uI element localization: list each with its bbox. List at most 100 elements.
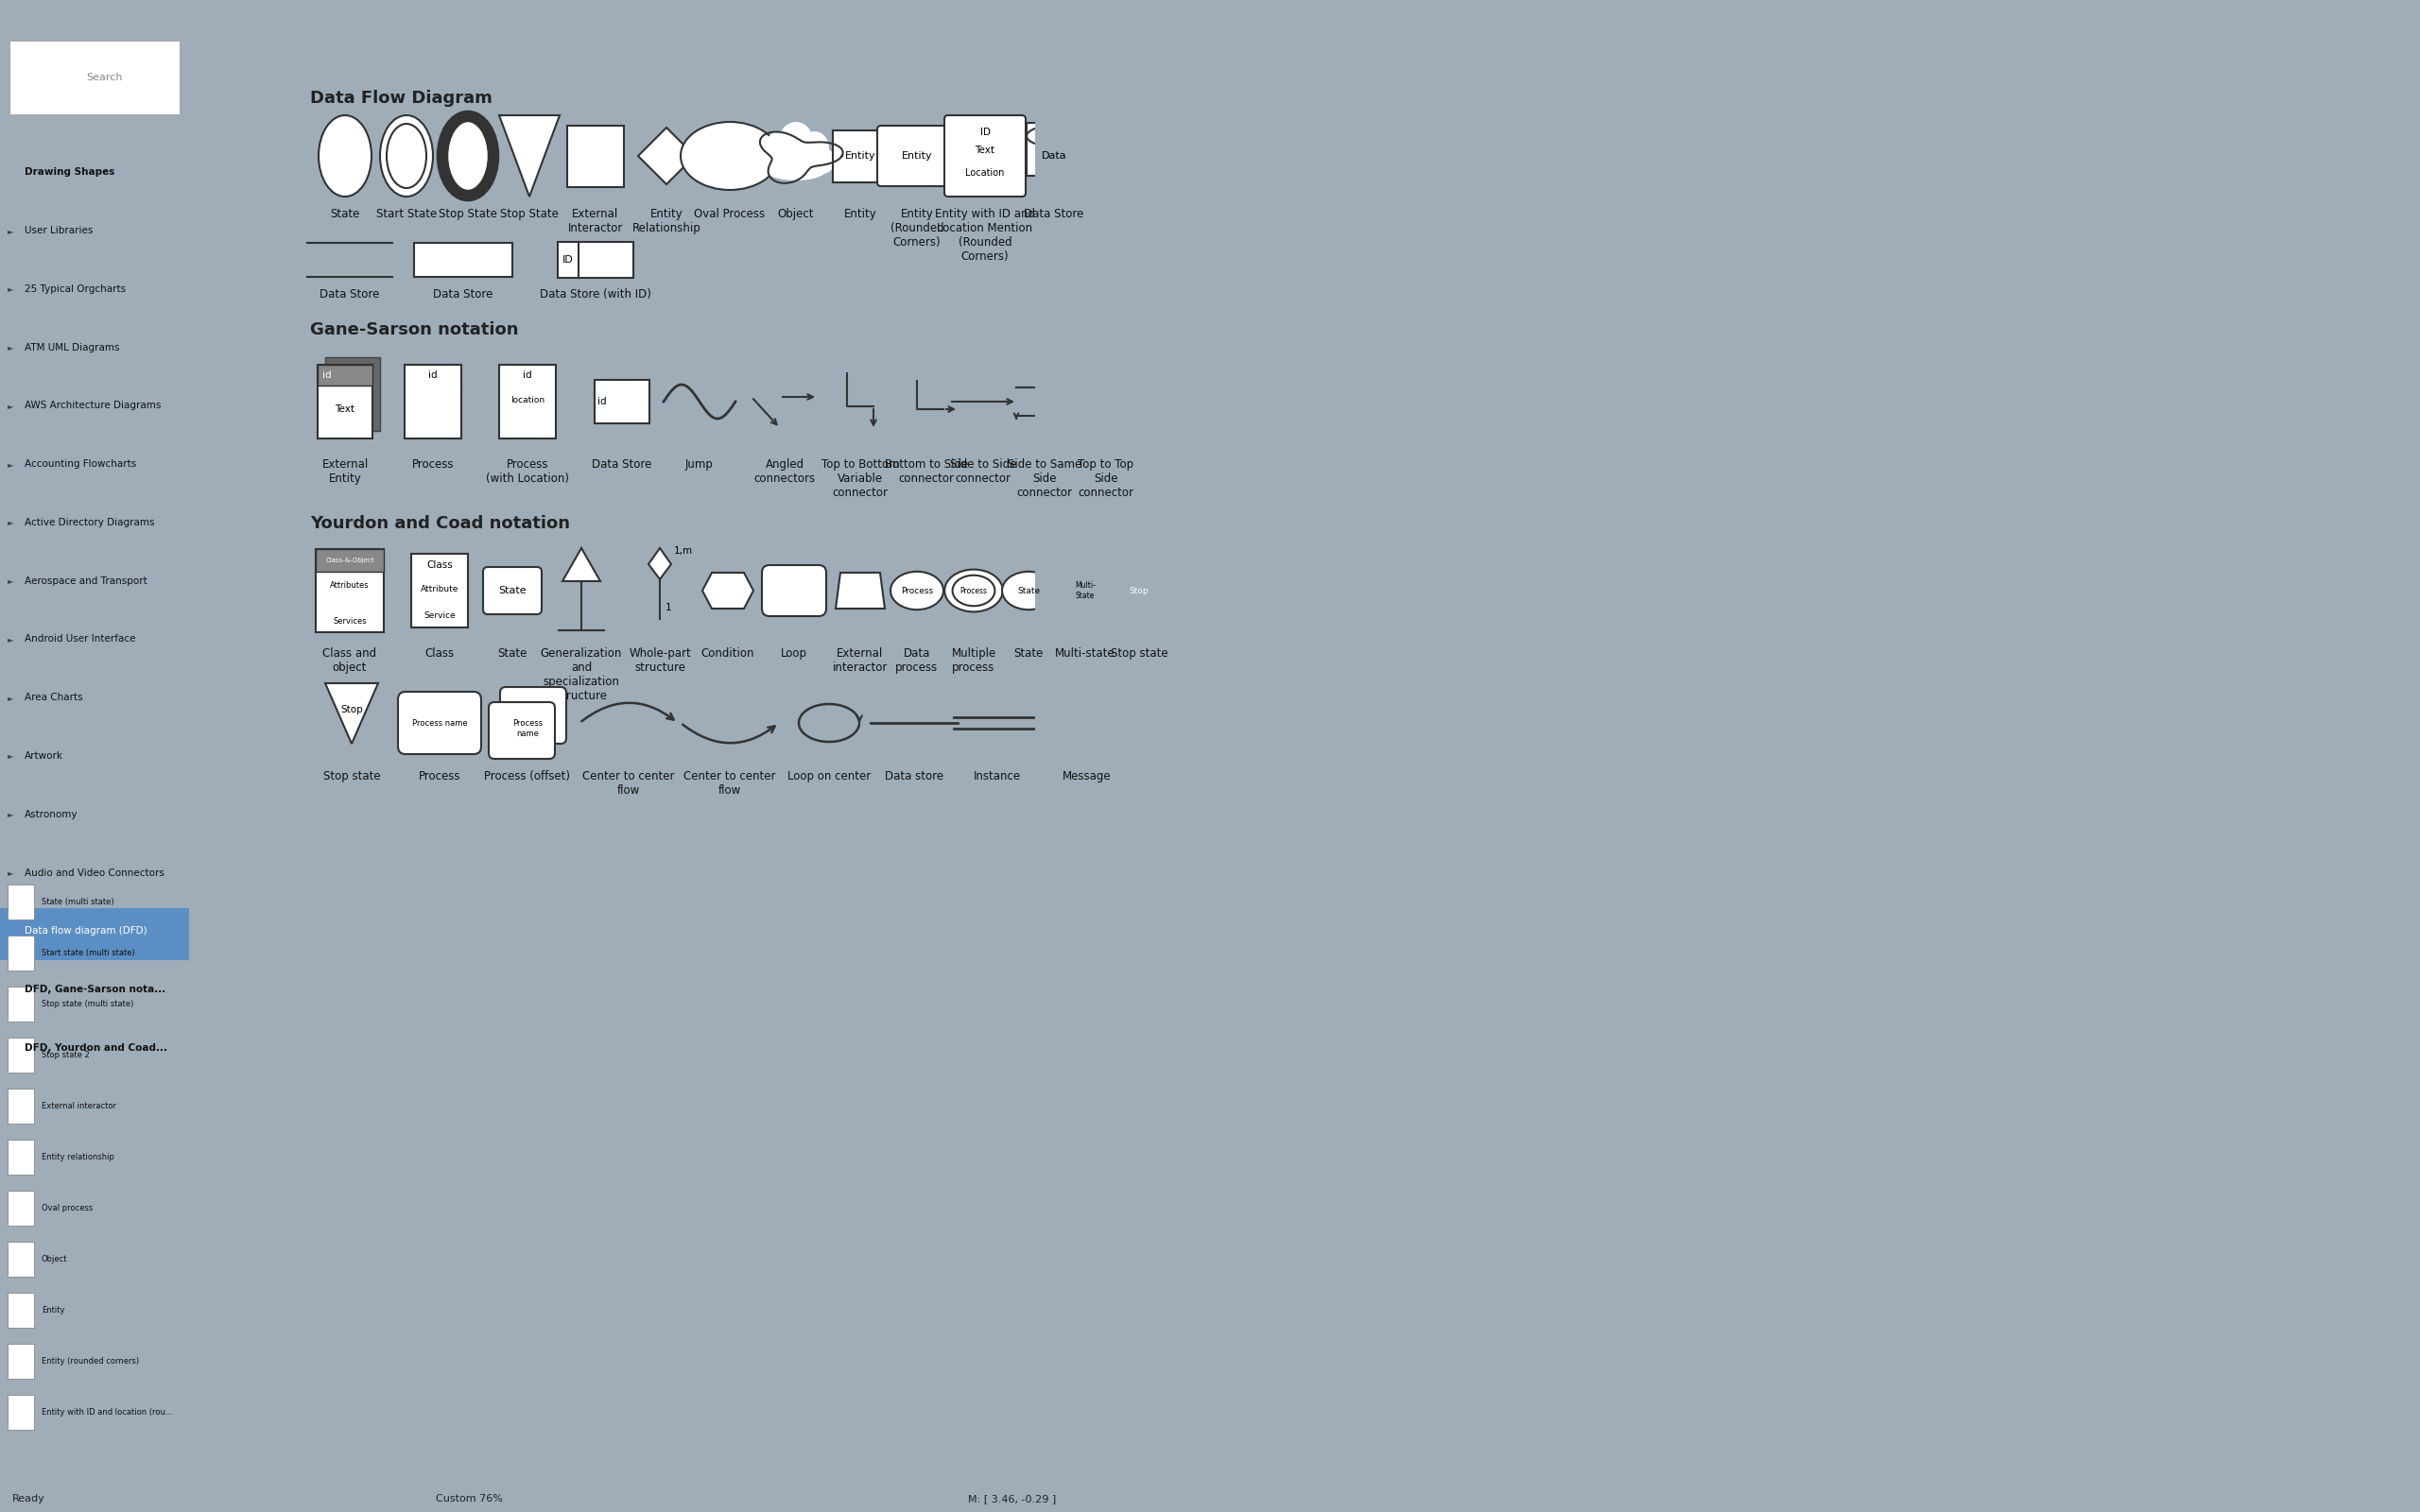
Text: Drawing Shapes: Drawing Shapes	[24, 168, 114, 177]
Text: Entity: Entity	[41, 1306, 65, 1315]
Ellipse shape	[1002, 572, 1055, 609]
Text: Angled
connectors: Angled connectors	[753, 458, 816, 485]
Text: Instance: Instance	[973, 770, 1021, 783]
Text: Attribute: Attribute	[421, 585, 460, 593]
Ellipse shape	[953, 575, 995, 606]
Text: External
Entity: External Entity	[322, 458, 368, 485]
Text: Generalization
and
specialization
structure: Generalization and specialization struct…	[540, 647, 622, 702]
Bar	[595, 380, 649, 423]
Text: location: location	[511, 396, 544, 405]
Ellipse shape	[779, 122, 813, 160]
Text: Data flow diagram (DFD): Data flow diagram (DFD)	[24, 927, 148, 936]
Text: Stop State: Stop State	[501, 207, 559, 221]
Ellipse shape	[944, 570, 1002, 612]
Text: Condition: Condition	[702, 647, 755, 659]
Bar	[7, 1293, 34, 1328]
Text: ►: ►	[7, 635, 15, 644]
Text: Side to Same
Side
connector: Side to Same Side connector	[1007, 458, 1082, 499]
Polygon shape	[499, 115, 559, 197]
FancyBboxPatch shape	[762, 565, 825, 617]
Bar	[10, 41, 179, 113]
Text: Active Directory Diagrams: Active Directory Diagrams	[24, 517, 155, 528]
Text: ►: ►	[7, 810, 15, 818]
Text: Data Store: Data Store	[319, 289, 380, 301]
Text: Data Flow Diagram: Data Flow Diagram	[310, 89, 491, 107]
Polygon shape	[561, 547, 600, 581]
Text: Data store: Data store	[886, 770, 944, 783]
Text: Service: Service	[424, 612, 455, 620]
Text: Process
(with Location): Process (with Location)	[486, 458, 569, 485]
Bar	[7, 1140, 34, 1175]
Text: 1: 1	[666, 603, 673, 612]
Text: Data: Data	[1041, 151, 1067, 160]
Text: State: State	[499, 585, 528, 596]
Text: id: id	[322, 370, 332, 380]
Text: Process (offset): Process (offset)	[484, 770, 571, 783]
Text: Entity: Entity	[903, 151, 932, 160]
Text: Entity relationship: Entity relationship	[41, 1154, 114, 1161]
Text: Entity: Entity	[845, 151, 876, 160]
Text: Class-&-Object: Class-&-Object	[324, 558, 375, 562]
Text: ►: ►	[7, 460, 15, 469]
Text: Stop state 2: Stop state 2	[41, 1051, 90, 1060]
Text: Data
process: Data process	[895, 647, 939, 674]
Ellipse shape	[1065, 575, 1106, 606]
FancyBboxPatch shape	[397, 692, 482, 754]
Text: DFD, Yourdon and Coad...: DFD, Yourdon and Coad...	[24, 1043, 167, 1052]
Text: Process: Process	[961, 587, 987, 594]
Bar	[324, 357, 380, 431]
Ellipse shape	[762, 154, 830, 180]
Text: Audio and Video Connectors: Audio and Video Connectors	[24, 868, 165, 877]
Text: Attributes: Attributes	[329, 581, 370, 590]
Text: Search: Search	[85, 73, 121, 82]
FancyBboxPatch shape	[501, 686, 566, 744]
Text: Loop: Loop	[782, 647, 808, 659]
FancyBboxPatch shape	[489, 702, 554, 759]
Text: Top to Top
Side
connector: Top to Top Side connector	[1077, 458, 1135, 499]
Bar	[7, 1344, 34, 1379]
Text: Artwork: Artwork	[24, 751, 63, 761]
Bar	[0, 907, 189, 960]
Text: Custom 76%: Custom 76%	[436, 1494, 503, 1503]
Ellipse shape	[811, 148, 835, 174]
Bar	[7, 1191, 34, 1226]
FancyBboxPatch shape	[484, 567, 542, 614]
Bar	[499, 364, 557, 438]
Text: Jump: Jump	[685, 458, 714, 470]
Text: Stop: Stop	[1130, 587, 1149, 594]
Text: Android User Interface: Android User Interface	[24, 635, 136, 644]
Ellipse shape	[680, 122, 779, 191]
Text: Data Store: Data Store	[1024, 207, 1084, 221]
Text: ID: ID	[561, 256, 574, 265]
Text: M: [ 3.46, -0.29 ]: M: [ 3.46, -0.29 ]	[968, 1494, 1055, 1503]
Text: id: id	[598, 396, 607, 407]
Bar	[7, 1241, 34, 1278]
Text: ►: ►	[7, 519, 15, 526]
Text: Process: Process	[419, 770, 460, 783]
Text: Entity with ID and location (rou...: Entity with ID and location (rou...	[41, 1408, 172, 1417]
Bar	[317, 364, 373, 438]
Bar	[411, 553, 467, 627]
Text: Multi-
State: Multi- State	[1074, 582, 1096, 600]
Text: 25 Typical Orgcharts: 25 Typical Orgcharts	[24, 284, 126, 293]
Text: Entity (rounded corners): Entity (rounded corners)	[41, 1358, 138, 1365]
Text: ►: ►	[7, 751, 15, 761]
Text: Text: Text	[975, 145, 995, 156]
Text: Location: Location	[966, 168, 1004, 177]
Text: 1,m: 1,m	[675, 546, 692, 555]
Text: ►: ►	[7, 284, 15, 293]
Polygon shape	[702, 573, 753, 608]
Text: Process
name: Process name	[513, 720, 542, 738]
Polygon shape	[324, 683, 378, 744]
Bar	[1026, 122, 1082, 175]
Text: Top to Bottom
Variable
connector: Top to Bottom Variable connector	[820, 458, 900, 499]
Text: Stop: Stop	[341, 705, 363, 715]
Text: Entity: Entity	[845, 207, 876, 221]
Text: Message: Message	[1062, 770, 1111, 783]
Ellipse shape	[1026, 125, 1082, 147]
Text: ID: ID	[980, 127, 990, 138]
Text: ►: ►	[7, 868, 15, 877]
Text: Data Store: Data Store	[433, 289, 494, 301]
Text: Oval Process: Oval Process	[695, 207, 765, 221]
Bar	[557, 242, 634, 278]
